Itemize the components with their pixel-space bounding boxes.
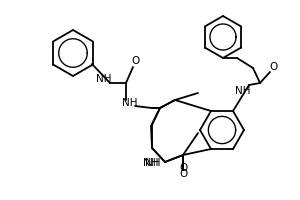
- Text: O: O: [179, 169, 187, 179]
- Text: O: O: [179, 163, 187, 173]
- Text: NH: NH: [122, 98, 137, 108]
- Text: O: O: [131, 56, 139, 66]
- Text: NH: NH: [235, 86, 250, 96]
- Text: NH: NH: [145, 158, 160, 168]
- Text: NH: NH: [96, 74, 112, 84]
- Text: NH: NH: [142, 158, 158, 168]
- Text: O: O: [269, 62, 277, 72]
